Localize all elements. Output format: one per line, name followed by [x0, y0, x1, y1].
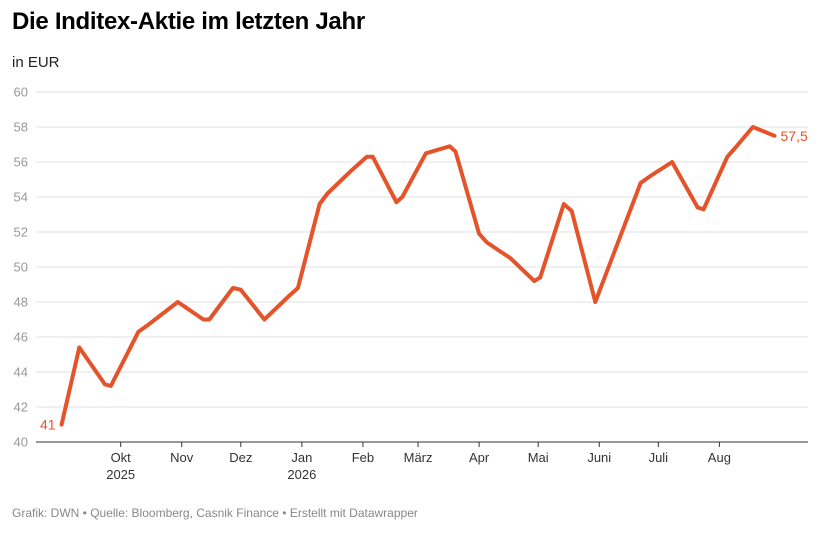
chart-title: Die Inditex-Aktie im letzten Jahr	[12, 8, 365, 35]
grid-lines	[36, 91, 808, 408]
y-tick-label: 44	[14, 365, 28, 380]
x-tick-label: Apr	[469, 450, 490, 465]
x-tick-label: Nov	[170, 450, 194, 465]
x-tick-year-label: 2026	[287, 467, 316, 482]
x-tick-label: Aug	[708, 450, 731, 465]
y-tick-label: 54	[14, 190, 28, 205]
y-tick-label: 46	[14, 330, 28, 345]
y-tick-label: 58	[14, 120, 28, 135]
y-axis-ticks: 40 42 44 46 48 50 52 54 56 58 60	[14, 85, 28, 450]
y-tick-label: 40	[14, 435, 28, 450]
x-tick-label: Juli	[649, 450, 669, 465]
series-line	[59, 125, 777, 427]
y-tick-label: 60	[14, 85, 28, 100]
line-chart: 40 42 44 46 48 50 52 54 56 58 60 Okt 2025 Nov Dez Jan 2…	[14, 85, 808, 482]
x-tick-label: Mai	[528, 450, 549, 465]
x-tick-label: Jan	[291, 450, 312, 465]
chart-subtitle: in EUR	[12, 54, 60, 71]
y-tick-label: 48	[14, 295, 28, 310]
x-tick-year-label: 2025	[106, 467, 135, 482]
x-tick-label: Okt	[111, 450, 132, 465]
chart-footer: Grafik: DWN • Quelle: Bloomberg, Casnik …	[12, 506, 418, 520]
x-axis: Okt 2025 Nov Dez Jan 2026 Feb März Apr Mai Juni Jul…	[36, 441, 808, 482]
end-labels: 41 57,5	[40, 128, 808, 433]
x-tick-label: Feb	[352, 450, 374, 465]
y-tick-label: 50	[14, 260, 28, 275]
x-tick-label: März	[404, 450, 433, 465]
y-tick-label: 56	[14, 155, 28, 170]
y-tick-label: 42	[14, 400, 28, 415]
y-tick-label: 52	[14, 225, 28, 240]
x-tick-label: Dez	[229, 450, 252, 465]
end-value-label: 57,5	[781, 128, 808, 144]
data-series	[59, 125, 777, 427]
x-tick-label: Juni	[587, 450, 611, 465]
start-value-label: 41	[40, 417, 56, 433]
